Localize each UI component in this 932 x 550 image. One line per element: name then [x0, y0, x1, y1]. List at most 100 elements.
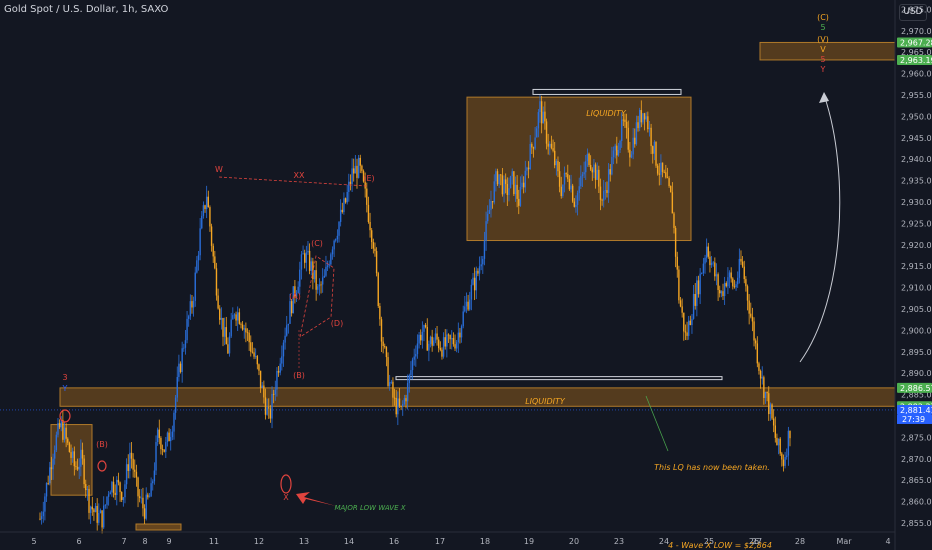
candle-body: [207, 196, 210, 208]
candle-body: [93, 509, 95, 513]
candle-body: [750, 313, 752, 317]
candle-body: [395, 398, 397, 415]
candle-body: [137, 477, 139, 497]
candle-body: [39, 518, 41, 520]
candle-body: [366, 188, 368, 205]
candle-body: [580, 176, 582, 187]
candle-body: [58, 422, 61, 428]
y-tick-label: 2,975.00: [901, 5, 932, 14]
candle-body: [451, 338, 453, 340]
candle-body: [70, 452, 72, 458]
candle-body: [678, 269, 680, 301]
candle-body: [542, 111, 544, 124]
candle-body: [537, 112, 540, 129]
candle-body: [344, 198, 347, 203]
candle-body: [106, 496, 108, 505]
candle-body: [475, 270, 477, 291]
candle-body: [258, 364, 260, 371]
candle-body: [392, 381, 394, 398]
candle-body: [222, 317, 224, 337]
candle-body: [429, 336, 432, 344]
candle-body: [692, 294, 695, 319]
candle-body: [660, 162, 662, 175]
candle-body: [705, 246, 708, 258]
price-axis-panel[interactable]: [895, 0, 932, 550]
candle-body: [781, 453, 783, 460]
candle-body: [648, 127, 651, 130]
candle-body: [248, 332, 250, 343]
candle-body: [63, 427, 66, 440]
candle-body: [393, 397, 396, 399]
candle-body: [317, 286, 319, 290]
liquidity-mid-box[interactable]: [395, 376, 723, 381]
candle-body: [661, 162, 664, 172]
candle-body: [62, 419, 64, 440]
candle-body: [83, 458, 85, 485]
y-tick-label: 2,920.00: [901, 241, 932, 250]
candle-body: [86, 488, 89, 491]
y-tick-label: 2,860.00: [901, 498, 932, 507]
x-tick-label: 6: [76, 537, 81, 546]
candle-body: [158, 429, 160, 438]
y-tick-label: 2,970.00: [901, 27, 932, 36]
candle-body: [263, 385, 265, 398]
candle-body: [308, 250, 311, 271]
candle-body: [104, 504, 107, 506]
candle-body: [375, 251, 378, 274]
candle-body: [166, 432, 169, 443]
candle-body: [71, 451, 74, 458]
candle-body: [759, 370, 762, 379]
bottom-box-zone[interactable]: [135, 523, 182, 531]
candle-body: [354, 165, 357, 174]
candle-body: [490, 201, 492, 211]
candle-body: [282, 342, 285, 357]
candle-body: [346, 192, 348, 203]
candle-body: [782, 459, 785, 466]
candle-body: [52, 458, 54, 470]
candle-body: [300, 254, 303, 270]
candle-body: [130, 452, 133, 459]
candle-body: [156, 429, 159, 443]
candle-body: [44, 496, 46, 512]
candle-body: [184, 340, 187, 348]
candle-body: [774, 425, 776, 438]
target-curve: [799, 94, 841, 363]
candle-body: [405, 398, 407, 402]
candle-body: [469, 299, 471, 310]
candle-body: [431, 336, 433, 346]
wave-label-xx: XX: [294, 171, 305, 180]
target-zone[interactable]: [759, 41, 896, 61]
candle-body: [689, 320, 692, 326]
symbol-title: Gold Spot / U.S. Dollar, 1h, SAXO: [4, 4, 169, 15]
candle-body: [122, 497, 125, 500]
liquidity-support-zone[interactable]: [59, 387, 896, 407]
candle-body: [73, 451, 76, 467]
liquidity-mid-label: LIQUIDITY: [525, 397, 566, 406]
liquidity-top-box[interactable]: [532, 88, 682, 95]
candle-body: [733, 286, 736, 288]
countdown-tag: [897, 414, 932, 424]
candle-body: [328, 264, 330, 266]
candle-body: [117, 479, 120, 483]
candle-body: [568, 178, 571, 190]
candle-body: [714, 262, 716, 277]
candle-body: [145, 494, 147, 519]
candle-body: [606, 190, 608, 193]
candle-body: [462, 311, 464, 327]
candle-body: [284, 335, 286, 343]
candle-body: [330, 254, 332, 265]
candle-body: [625, 121, 628, 128]
candle-body: [119, 482, 121, 493]
candle-body: [235, 314, 237, 321]
candle-body: [143, 508, 146, 519]
candle-body: [406, 383, 409, 402]
candle-body: [214, 256, 216, 269]
candle-body: [147, 494, 149, 498]
currency-selector[interactable]: USD: [899, 4, 927, 21]
liquidity-range-zone[interactable]: [466, 96, 692, 242]
candle-body: [388, 382, 391, 386]
candle-body: [679, 300, 682, 307]
candle-body: [519, 186, 522, 206]
candle-body: [732, 278, 734, 287]
